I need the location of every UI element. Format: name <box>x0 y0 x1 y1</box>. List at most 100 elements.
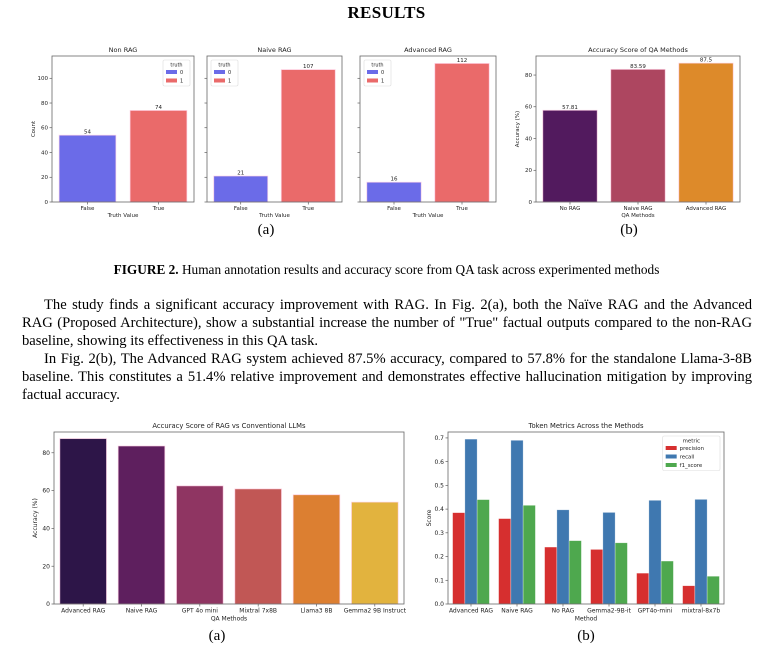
x-tick-label: Advanced RAG <box>449 608 493 615</box>
x-tick-label: Advanced RAG <box>686 206 726 212</box>
figure-caption-text: Human annotation results and accuracy sc… <box>178 262 660 277</box>
bar-precision <box>636 572 650 605</box>
x-axis-label: Truth Value <box>107 213 139 219</box>
axes-frame <box>359 55 497 203</box>
data-label: 21 <box>237 171 244 177</box>
chart-title: Non RAG <box>109 46 138 54</box>
x-tick-label: False <box>387 206 401 212</box>
y-tick-label: 0.7 <box>434 435 444 442</box>
legend-title: truth <box>218 63 230 69</box>
bar <box>292 494 341 605</box>
x-tick-label: Naive RAG <box>624 206 653 212</box>
chart-naive-rag: Naive RAG 21 107 False True Truth Value truth0… <box>204 46 343 219</box>
y-tick-label: 60 <box>41 126 48 132</box>
legend-label: precision <box>680 446 704 452</box>
y-tick-label: 0 <box>46 601 50 608</box>
x-axis-label: QA Methods <box>621 213 654 219</box>
chart-title: Token Metrics Across the Methods <box>528 422 644 430</box>
bar <box>678 62 734 203</box>
x-tick-label: Mixtral 7x8B <box>239 608 277 615</box>
legend-label: 0 <box>180 70 183 76</box>
y-tick-label: 0.5 <box>434 482 444 489</box>
legend-swatch <box>214 70 225 74</box>
chart-accuracy-qa: Accuracy Score of QA Methods 0 20 40 60 80 57.… <box>515 46 741 219</box>
legend-swatch <box>665 446 677 450</box>
chart-rag-vs-llms: Accuracy Score of RAG vs Conventional LL… <box>32 422 407 622</box>
legend-label: 0 <box>228 70 231 76</box>
x-tick-label: Llama3 8B <box>301 608 333 615</box>
bar <box>434 63 490 203</box>
bar <box>366 181 422 203</box>
bar-recall <box>464 438 478 605</box>
x-tick-label: Gemma2 9B Instruct <box>344 608 407 615</box>
x-tick-label: Gemma2-9B-it <box>587 608 631 615</box>
y-axis-label: Accuracy (%) <box>32 498 39 538</box>
legend-swatch <box>665 463 677 467</box>
bar <box>542 109 598 203</box>
bar <box>117 445 166 605</box>
legend-label: 1 <box>180 79 183 85</box>
bar-recall <box>648 500 662 605</box>
data-label: 57.81 <box>562 105 578 111</box>
y-tick-label: 20 <box>42 563 50 570</box>
chart-title: Accuracy Score of RAG vs Conventional LL… <box>152 422 306 430</box>
x-tick-label: No RAG <box>552 608 575 615</box>
data-label: 54 <box>84 130 91 136</box>
x-axis-label: QA Methods <box>211 615 247 622</box>
bar-f1_score <box>568 540 582 605</box>
y-tick-label: 0.3 <box>434 530 444 537</box>
data-label: 112 <box>457 58 468 64</box>
x-tick-label: Advanced RAG <box>61 608 105 615</box>
bar-precision <box>452 512 466 605</box>
legend-title: metric <box>683 439 700 445</box>
bar-precision <box>682 585 696 605</box>
x-tick-label: True <box>301 206 314 212</box>
subcaption-bottom-a: (a) <box>208 628 226 644</box>
bar <box>351 501 399 605</box>
legend-box <box>662 435 721 471</box>
chart-title: Accuracy Score of QA Methods <box>588 46 688 54</box>
bar-recall <box>556 509 570 605</box>
figure-caption-label: FIGURE 2. <box>113 262 179 277</box>
x-tick-label: Naive RAG <box>126 608 158 615</box>
data-label: 87.5 <box>700 58 713 64</box>
bar-recall <box>694 499 708 605</box>
legend-title: truth <box>371 63 383 69</box>
bar <box>234 488 282 605</box>
y-axis-label: Score <box>426 509 433 526</box>
figure-caption: FIGURE 2. Human annotation results and a… <box>0 262 773 278</box>
bar-recall <box>510 440 524 605</box>
x-tick-label: GPT4o-mini <box>638 608 673 615</box>
y-tick-label: 20 <box>525 168 532 174</box>
y-axis-label: Count <box>31 120 37 137</box>
y-tick-label: 0.4 <box>434 506 444 513</box>
y-axis-label: Accuracy (%) <box>515 111 521 147</box>
data-label: 16 <box>391 177 398 183</box>
y-tick-label: 0 <box>529 200 533 206</box>
legend-swatch <box>367 78 378 83</box>
chart-title: Naive RAG <box>257 46 291 54</box>
page-title: RESULTS <box>347 3 426 22</box>
x-axis-label: Method <box>575 615 598 622</box>
body-text: The study finds a significant accuracy i… <box>22 296 752 404</box>
legend-swatch <box>665 454 677 459</box>
y-tick-label: 60 <box>42 488 50 495</box>
legend-swatch <box>166 78 177 83</box>
legend-label: 1 <box>381 79 384 85</box>
bar <box>129 110 188 203</box>
subcaption-top-b: (b) <box>620 222 638 238</box>
bar <box>610 68 666 203</box>
bar <box>176 485 224 605</box>
bar-f1_score <box>476 499 490 605</box>
bar-f1_score <box>522 505 536 605</box>
bar-precision <box>498 518 512 605</box>
legend-label: f1_score <box>680 463 703 469</box>
x-axis-label: Truth Value <box>412 213 444 219</box>
bar <box>59 438 107 605</box>
paragraph-2: In Fig. 2(b), The Advanced RAG system ac… <box>22 351 752 403</box>
subcaption-top-a: (a) <box>257 222 275 238</box>
chart-title: Advanced RAG <box>404 46 452 54</box>
y-tick-label: 0.6 <box>434 459 444 466</box>
y-tick-label: 0 <box>45 200 49 206</box>
chart-non-rag: Non RAG 0 20 40 60 80 100 54 74 False True Truth Va… <box>31 46 195 219</box>
